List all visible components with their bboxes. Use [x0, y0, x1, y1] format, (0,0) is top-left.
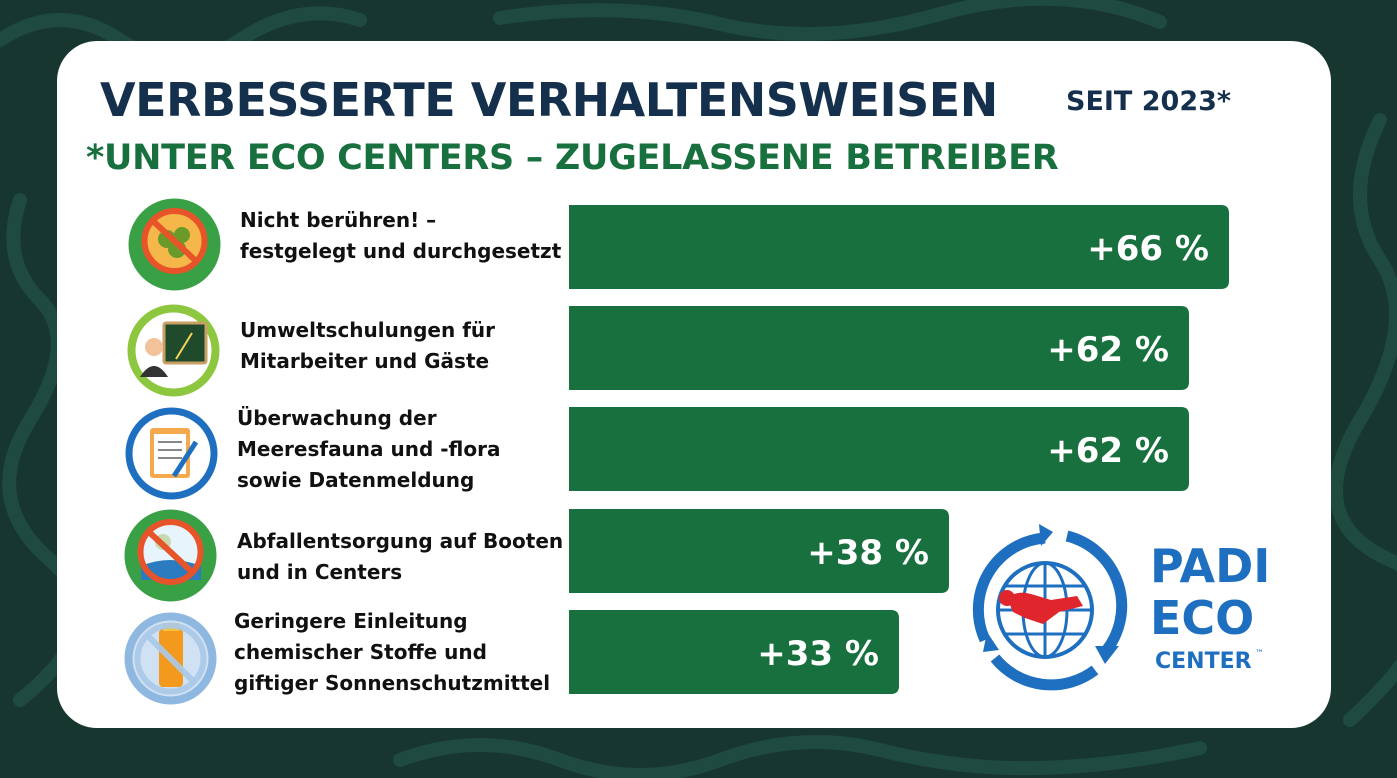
no-littering-icon [124, 509, 217, 602]
logo-trademark: ™ [1255, 649, 1264, 659]
logo-line-3: CENTER [1155, 649, 1252, 674]
row-label-1: Nicht berühren! – festgelegt und durchge… [240, 208, 562, 263]
teacher-icon [127, 304, 220, 397]
row-label-2: Umweltschulungen für Mitarbeiter und Gäs… [240, 318, 495, 373]
since-label: SEIT 2023* [1066, 86, 1232, 117]
padi-eco-center-logo: PADI ECO CENTER ™ [972, 524, 1270, 691]
row-label-3: Überwachung der Meeresfauna und -flora s… [237, 406, 501, 492]
row-label-4: Abfallentsorgung auf Booten und in Cente… [237, 529, 564, 584]
clipboard-icon [125, 407, 218, 500]
logo-line-1: PADI [1150, 539, 1270, 593]
do-not-touch-icon [128, 198, 221, 291]
logo-line-2: ECO [1150, 591, 1254, 645]
subtitle: *UNTER ECO CENTERS – ZUGELASSENE BETREIB… [86, 138, 1059, 178]
row-label-5: Geringere Einleitung chemischer Stoffe u… [234, 609, 551, 695]
page-title: VERBESSERTE VERHALTENSWEISEN [100, 73, 998, 127]
no-sunscreen-icon [124, 612, 217, 705]
